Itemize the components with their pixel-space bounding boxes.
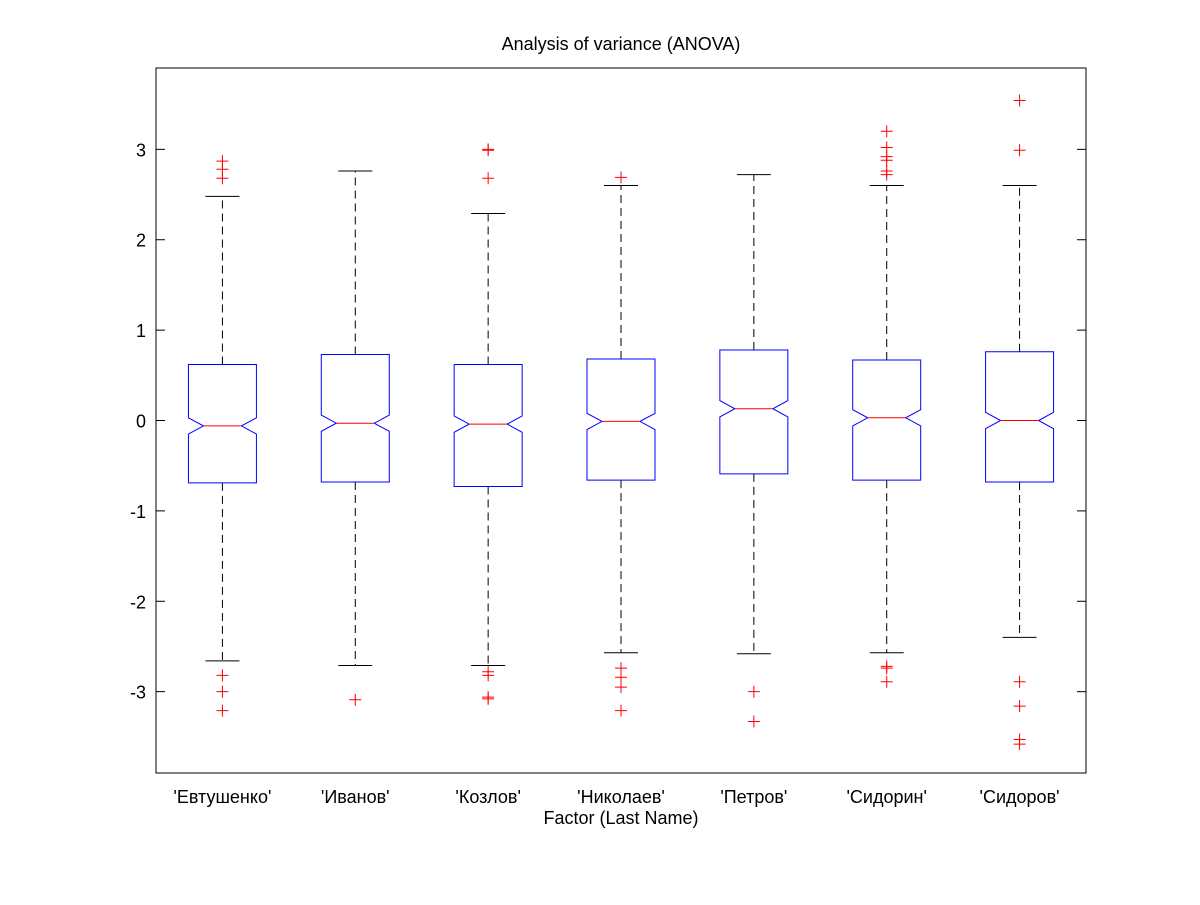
x-tick-label: 'Николаев' [577, 787, 665, 807]
outlier-marker [880, 662, 893, 675]
outlier-marker [880, 675, 893, 688]
outlier-marker [349, 693, 362, 706]
x-axis-label: Factor (Last Name) [543, 808, 698, 828]
x-tick-label: 'Козлов' [455, 787, 521, 807]
x-tick-label: 'Иванов' [321, 787, 390, 807]
outlier-marker [1013, 144, 1026, 157]
x-tick-label: 'Евтушенко' [173, 787, 271, 807]
y-tick-label: -3 [130, 683, 146, 703]
outlier-marker [482, 669, 495, 682]
box-body [719, 349, 789, 475]
outlier-marker [216, 669, 229, 682]
box-body [453, 363, 523, 487]
plot-area: -3 -2 -1 0 1 2 3 'Евтушенко' 'Иванов' 'Козлов' 'Ни… [130, 67, 1087, 807]
outlier-marker [880, 154, 893, 167]
outlier-marker [1013, 94, 1026, 107]
box-body [852, 359, 922, 481]
outlier-marker [482, 172, 495, 185]
outlier-marker [216, 685, 229, 698]
x-tick-label: 'Сидоров' [980, 787, 1060, 807]
x-tick-label: 'Сидорин' [846, 787, 926, 807]
outlier-marker [615, 171, 627, 184]
outlier-marker [216, 704, 229, 717]
chart-title: Analysis of variance (ANOVA) [502, 34, 741, 54]
outlier-marker [1013, 675, 1026, 688]
y-tick-label: -2 [130, 592, 146, 612]
outlier-marker [216, 172, 229, 185]
outlier-marker [747, 715, 760, 728]
y-tick-label: 1 [136, 321, 146, 341]
outlier-marker [880, 125, 893, 138]
outlier-marker [747, 685, 760, 698]
outlier-marker [482, 144, 495, 157]
box-body [586, 358, 656, 481]
outlier-marker [1013, 738, 1026, 751]
outlier-marker [482, 692, 495, 705]
box-body [320, 354, 390, 483]
outlier-marker [615, 704, 627, 717]
y-tick-label: -1 [130, 502, 146, 522]
y-tick-label: 2 [136, 231, 146, 251]
outlier-marker [615, 681, 627, 694]
y-tick-label: 3 [136, 140, 146, 160]
box-body [985, 351, 1055, 483]
y-tick-label: 0 [136, 412, 146, 432]
x-tick-label: 'Петров' [720, 787, 787, 807]
box-body [187, 363, 257, 484]
outlier-marker [880, 168, 893, 181]
outlier-marker [1013, 700, 1026, 713]
